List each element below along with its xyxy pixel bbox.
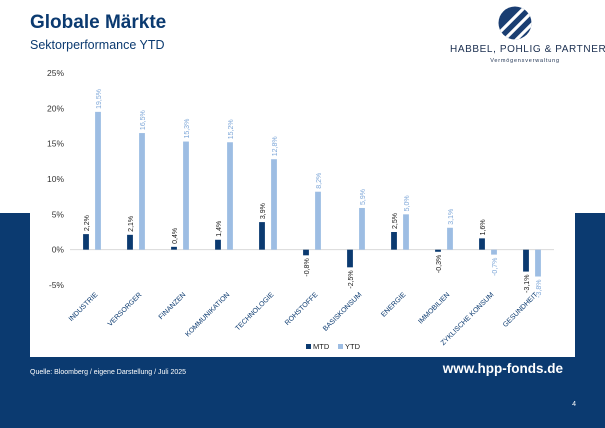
company-tagline: Vermögensverwaltung: [490, 58, 560, 64]
bar-ytd: [183, 141, 189, 250]
data-label-ytd: 12,8%: [272, 136, 279, 156]
y-axis: 25% 20% 15% 10% 5% 0% -5%: [47, 68, 554, 290]
category-label: VERSORGER: [107, 291, 144, 328]
page-title: Globale Märkte: [30, 12, 167, 33]
category-label: IMMOBILIEN: [417, 291, 451, 325]
data-label-mtd: -2,5%: [348, 270, 355, 288]
bar-mtd: [347, 249, 353, 268]
company-name: HABBEL, POHLIG & PARTNER: [450, 44, 605, 55]
data-label-mtd: 0,4%: [172, 228, 179, 244]
bar-ytd: [447, 227, 453, 250]
data-label-mtd: 2,5%: [392, 213, 399, 229]
data-labels: 2,2% 2,1% 0,4% 1,4% 3,9% -0,8% -2,5% 2,5% -0,3% 1…: [84, 89, 543, 298]
data-label-ytd: 16,5%: [140, 110, 147, 130]
bar-mtd: [171, 246, 177, 250]
y-tick-label: -5%: [49, 280, 65, 290]
chart-panel: [30, 64, 575, 357]
data-label-ytd: 15,2%: [228, 119, 235, 139]
bar-ytd: [491, 249, 497, 255]
legend-label-mtd: MTD: [313, 342, 330, 351]
bar-mtd: [83, 234, 89, 250]
bar-mtd: [523, 249, 529, 272]
category-label: ENERGIE: [380, 291, 407, 318]
category-label: ROHSTOFFE: [284, 291, 320, 327]
legend-swatch-mtd: [306, 344, 311, 349]
sector-performance-chart: 25% 20% 15% 10% 5% 0% -5% 2,2% 2,1% 0,4% 1,4% 3,9%…: [47, 68, 554, 351]
data-label-mtd: 1,4%: [216, 221, 223, 237]
y-tick-label: 5%: [52, 209, 65, 219]
bar-ytd: [315, 191, 321, 250]
bar-ytd: [227, 142, 233, 250]
bar-ytd: [403, 214, 409, 250]
website-link[interactable]: www.hpp-fonds.de: [442, 361, 563, 376]
category-label: TECHNOLOGIE: [234, 291, 275, 332]
y-tick-label: 15%: [47, 139, 64, 149]
bar-ytd: [359, 207, 365, 250]
bar-ytd: [535, 249, 541, 277]
category-label: ZYKLISCHE KONSUM: [440, 291, 496, 347]
chart-legend: MTD YTD: [306, 342, 361, 351]
bar-ytd: [139, 133, 145, 250]
bar-series: [83, 111, 541, 277]
page-number: 4: [572, 401, 576, 408]
data-label-ytd: 5,0%: [404, 195, 411, 211]
y-tick-label: 0%: [52, 245, 65, 255]
legend-label-ytd: YTD: [345, 342, 361, 351]
data-label-mtd: 2,2%: [84, 215, 91, 231]
category-label: KOMMUNIKATION: [184, 291, 231, 338]
bar-ytd: [271, 159, 277, 250]
data-label-mtd: 1,6%: [480, 219, 487, 235]
bar-mtd: [259, 222, 265, 250]
bar-mtd: [127, 234, 133, 250]
data-label-mtd: 2,1%: [128, 216, 135, 232]
company-logo: HABBEL, POHLIG & PARTNER Vermögensverwal…: [450, 6, 605, 66]
bar-mtd: [303, 249, 309, 256]
data-label-ytd: -0,7%: [492, 258, 499, 276]
data-label-mtd: 3,9%: [260, 203, 267, 219]
bar-mtd: [479, 238, 485, 250]
data-label-ytd: 19,5%: [96, 89, 103, 109]
category-label: BASISKONSUM: [322, 291, 363, 332]
y-tick-label: 20%: [47, 103, 64, 113]
data-label-ytd: 3,1%: [448, 209, 455, 225]
data-label-mtd: -0,8%: [304, 258, 311, 276]
data-label-ytd: 15,3%: [184, 119, 191, 139]
data-label-ytd: 5,9%: [360, 189, 367, 205]
y-tick-label: 25%: [47, 68, 64, 78]
bar-ytd: [95, 111, 101, 250]
bar-mtd: [435, 249, 441, 252]
category-label: GESUNDHEIT: [502, 291, 540, 329]
bar-mtd: [215, 239, 221, 250]
data-label-ytd: -3,8%: [536, 280, 543, 298]
data-label-mtd: -0,3%: [436, 255, 443, 273]
page-subtitle: Sektorperformance YTD: [30, 38, 165, 52]
legend-swatch-ytd: [338, 344, 343, 349]
stripe-circle-icon: [498, 6, 532, 40]
category-label: FINANZEN: [158, 291, 188, 321]
bar-mtd: [391, 232, 397, 250]
source-note: Quelle: Bloomberg / eigene Darstellung /…: [30, 369, 187, 376]
data-label-mtd: -3,1%: [524, 275, 531, 293]
data-label-ytd: 8,2%: [316, 173, 323, 189]
y-tick-label: 10%: [47, 174, 64, 184]
category-label: INDUSTRIE: [68, 291, 100, 323]
